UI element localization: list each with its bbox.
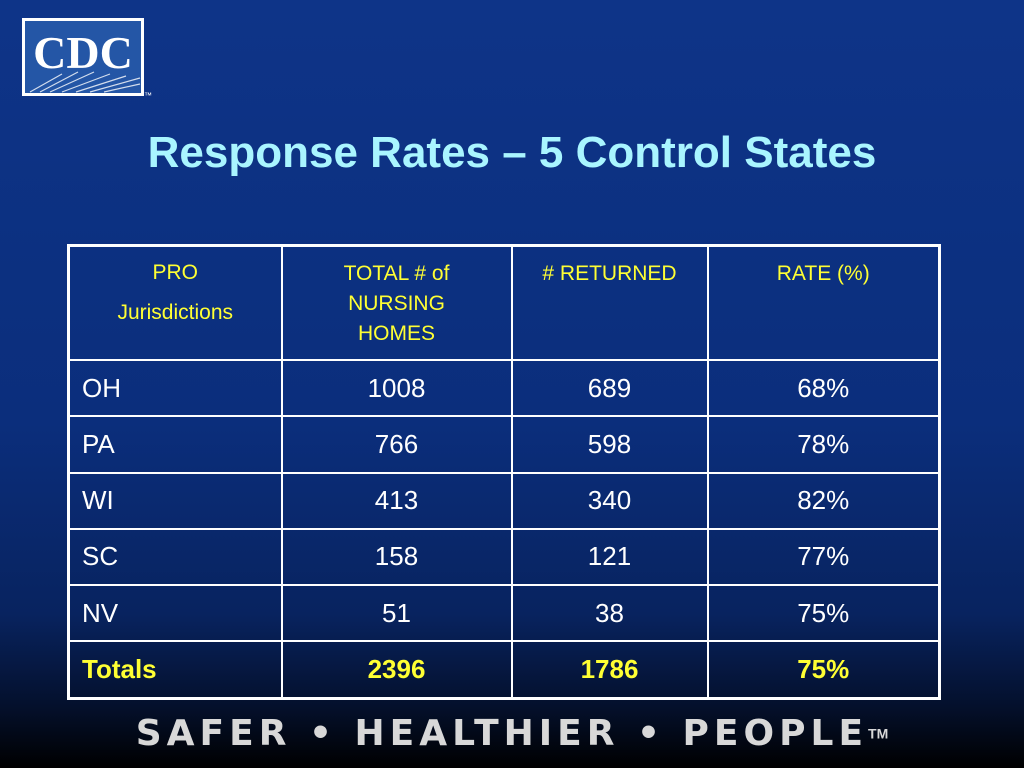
header-pro-line1: PRO — [152, 261, 198, 284]
cell-state: OH — [67, 358, 283, 418]
cell-rate: 82% — [706, 471, 941, 530]
header-returned-text: # RETURNED — [542, 262, 677, 285]
totals-row: Totals 2396 1786 75% — [67, 640, 941, 700]
table-row: NV 51 38 75% — [67, 584, 941, 643]
table-row: WI 413 340 82% — [67, 471, 941, 530]
header-total-nursing-homes: TOTAL # of NURSING HOMES — [280, 244, 513, 361]
cell-total: 51 — [280, 584, 513, 643]
header-pro-line2: Jurisdictions — [117, 301, 234, 324]
cell-state: SC — [67, 527, 283, 587]
table-header-row: PRO Jurisdictions TOTAL # of NURSING HOM… — [67, 244, 941, 361]
footer-tagline: SAFER • HEALTHIER • PEOPLETM — [0, 713, 1024, 754]
cell-state: PA — [67, 415, 283, 474]
cell-returned: 121 — [510, 527, 709, 587]
tagline-text: SAFER • HEALTHIER • PEOPLE — [135, 713, 869, 754]
cell-total: 158 — [280, 527, 513, 587]
cell-totals-total: 2396 — [280, 640, 513, 700]
slide-title: Response Rates – 5 Control States — [147, 128, 877, 177]
cell-rate: 78% — [706, 415, 941, 474]
cell-totals-returned: 1786 — [510, 640, 709, 700]
table-row: PA 766 598 78% — [67, 415, 941, 474]
header-total-text: TOTAL # of NURSING HOMES — [343, 262, 450, 345]
cell-total: 766 — [280, 415, 513, 474]
tagline-trademark: TM — [868, 725, 889, 742]
cell-returned: 38 — [510, 584, 709, 643]
header-returned: # RETURNED — [510, 244, 709, 361]
cdc-logo: CDC ™ — [22, 18, 152, 100]
cell-total: 1008 — [280, 358, 513, 418]
table-row: OH 1008 689 68% — [67, 358, 941, 418]
cell-totals-rate: 75% — [706, 640, 941, 700]
header-rate: RATE (%) — [706, 244, 941, 361]
cdc-logo-graphic: CDC — [22, 18, 144, 96]
cell-state: NV — [67, 584, 283, 643]
response-rates-table: PRO Jurisdictions TOTAL # of NURSING HOM… — [67, 244, 941, 700]
cell-totals-label: Totals — [67, 640, 283, 700]
table-row: SC 158 121 77% — [67, 527, 941, 587]
logo-trademark: ™ — [144, 91, 152, 100]
cell-returned: 340 — [510, 471, 709, 530]
cell-rate: 75% — [706, 584, 941, 643]
cell-returned: 598 — [510, 415, 709, 474]
cdc-logo-text: CDC — [33, 27, 133, 78]
header-pro-jurisdictions: PRO Jurisdictions — [67, 244, 283, 361]
cell-total: 413 — [280, 471, 513, 530]
cell-rate: 68% — [706, 358, 941, 418]
cell-state: WI — [67, 471, 283, 530]
cell-returned: 689 — [510, 358, 709, 418]
cell-rate: 77% — [706, 527, 941, 587]
